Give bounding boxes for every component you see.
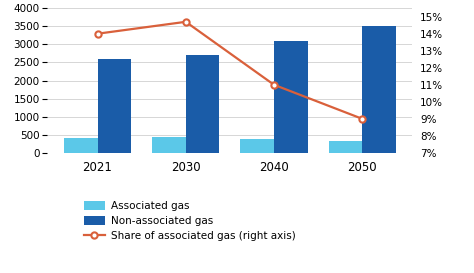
- Bar: [362, 26, 396, 153]
- Bar: [98, 59, 131, 153]
- Bar: [329, 141, 362, 153]
- Bar: [64, 138, 98, 153]
- Legend: Associated gas, Non-associated gas, Share of associated gas (right axis): Associated gas, Non-associated gas, Shar…: [82, 198, 298, 243]
- Bar: [274, 41, 308, 153]
- Bar: [186, 55, 219, 153]
- Bar: [240, 140, 274, 153]
- Bar: [152, 136, 186, 153]
